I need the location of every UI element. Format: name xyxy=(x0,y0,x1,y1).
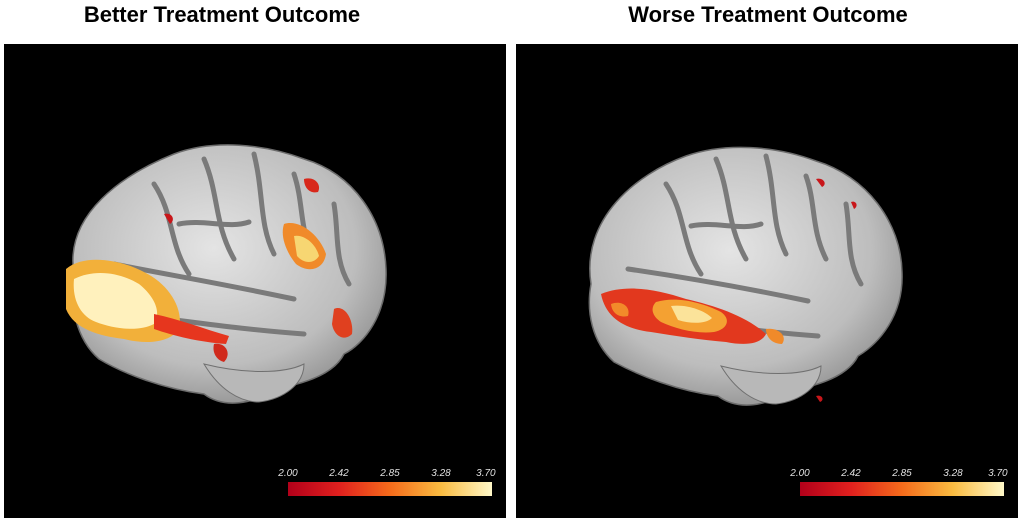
right-colorbar-tick: 3.28 xyxy=(943,468,963,479)
right-brain-cortex xyxy=(588,146,903,406)
right-colorbar-tick: 2.42 xyxy=(841,468,861,479)
left-colorbar-tick: 2.42 xyxy=(329,468,349,479)
left-brain-panel: 2.00 2.42 2.85 3.28 3.70 xyxy=(4,44,506,518)
left-brain-render xyxy=(66,144,387,404)
right-colorbar-gradient xyxy=(800,482,1004,496)
right-colorbar-tick: 2.85 xyxy=(892,468,912,479)
right-brain-render xyxy=(588,146,903,406)
right-panel-title: Worse Treatment Outcome xyxy=(628,2,908,27)
left-colorbar-tick: 2.00 xyxy=(278,468,298,479)
left-colorbar-gradient xyxy=(288,482,492,496)
right-activations xyxy=(601,178,857,402)
right-colorbar-tick: 2.00 xyxy=(790,468,810,479)
left-colorbar: 2.00 2.42 2.85 3.28 3.70 xyxy=(278,468,496,496)
right-colorbar: 2.00 2.42 2.85 3.28 3.70 xyxy=(790,468,1008,496)
left-colorbar-tick: 3.28 xyxy=(431,468,451,479)
left-colorbar-tick: 2.85 xyxy=(380,468,400,479)
right-brain-panel: 2.00 2.42 2.85 3.28 3.70 xyxy=(516,44,1018,518)
left-panel-title: Better Treatment Outcome xyxy=(83,2,361,27)
left-colorbar-tick: 3.70 xyxy=(476,468,496,479)
left-activations xyxy=(66,178,353,362)
right-colorbar-tick: 3.70 xyxy=(988,468,1008,479)
